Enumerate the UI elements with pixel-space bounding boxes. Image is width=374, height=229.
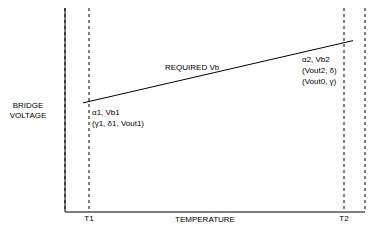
- svg-text:REQUIRED Vb: REQUIRED Vb: [165, 63, 220, 72]
- svg-text:T1: T1: [84, 214, 94, 223]
- svg-text:T2: T2: [339, 214, 349, 223]
- svg-text:(γ1, δ1, Vout1): (γ1, δ1, Vout1): [92, 119, 144, 128]
- svg-text:α2, Vb2: α2, Vb2: [302, 55, 330, 64]
- svg-text:BRIDGEVOLTAGE: BRIDGEVOLTAGE: [10, 101, 47, 120]
- svg-text:TEMPERATURE: TEMPERATURE: [175, 215, 235, 224]
- svg-text:(Vout0, γ): (Vout0, γ): [302, 77, 337, 86]
- svg-text:(Vout2, δ): (Vout2, δ): [302, 66, 337, 75]
- svg-text:α1, Vb1: α1, Vb1: [92, 108, 120, 117]
